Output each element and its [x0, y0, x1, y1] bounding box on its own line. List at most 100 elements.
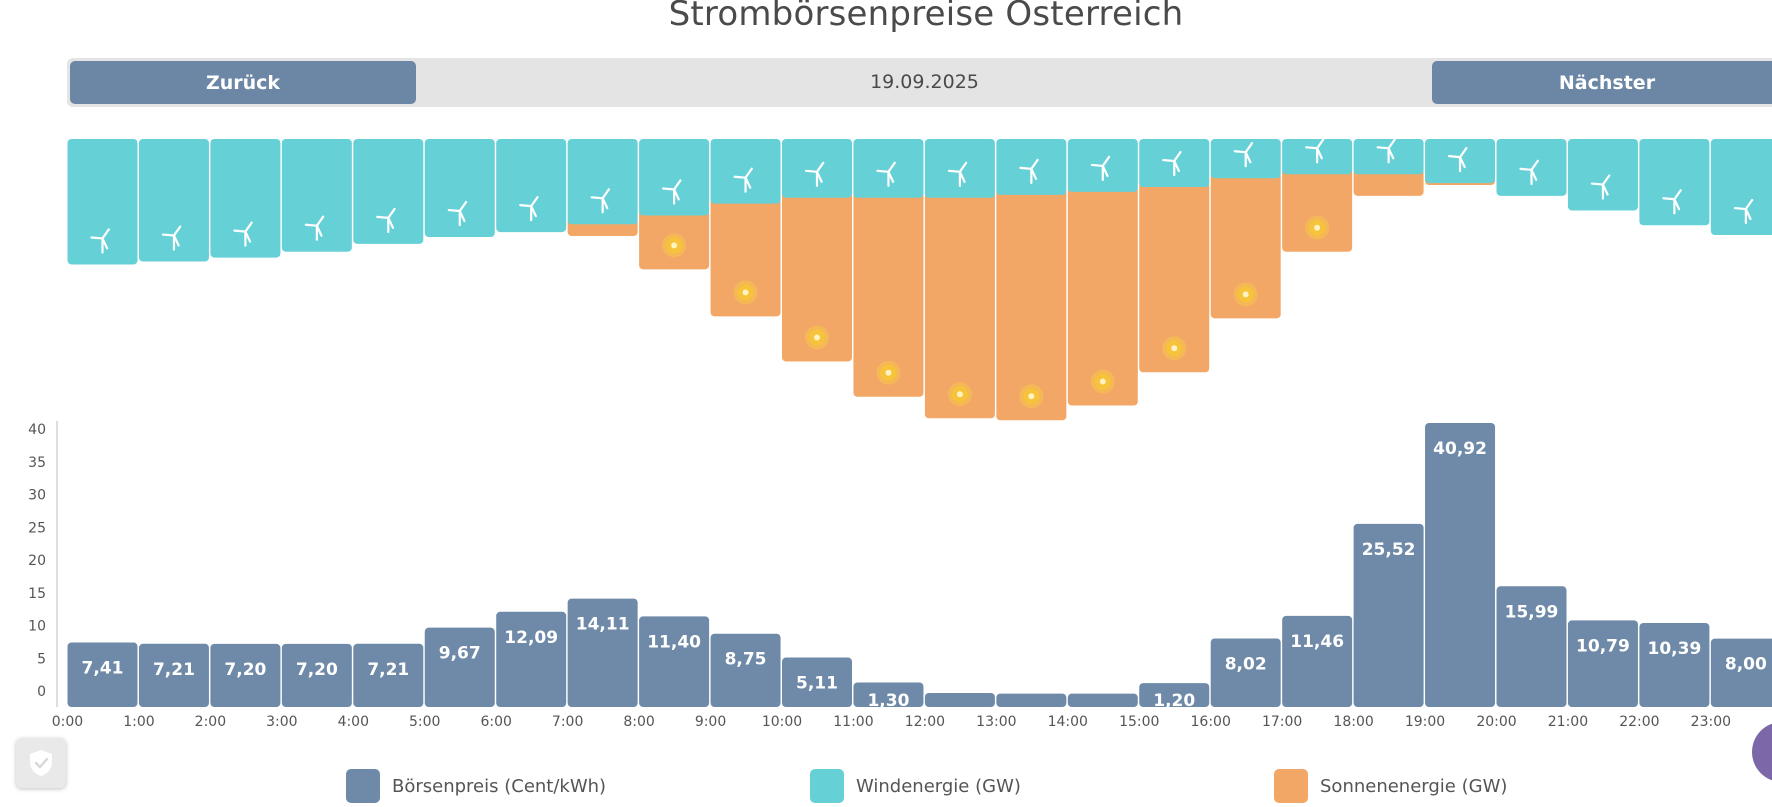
- legend-swatch-price: [346, 769, 380, 803]
- wind-turbine-icon: [447, 200, 468, 227]
- energy-price-chart: 0 5 10 15 20 25 30 35 40 7,41 7,21 7,20 7,20 7,21 9,67…: [28, 138, 1772, 730]
- price-bar: [782, 657, 852, 707]
- price-bar: [1496, 586, 1567, 707]
- x-tick-label: 23:00: [1691, 714, 1731, 730]
- price-bar: [1067, 693, 1138, 707]
- price-bars: 7,41 7,21 7,20 7,20 7,21 9,67 12,09 14,11 11,40 8…: [67, 422, 1772, 711]
- wind-turbine-icon: [733, 167, 753, 193]
- wind-turbine-icon: [804, 161, 825, 187]
- wind-turbine-icon: [161, 225, 182, 251]
- y-tick-label: 15: [28, 586, 46, 602]
- price-data-label: 7,20: [224, 660, 266, 680]
- solar-bar: [782, 191, 852, 362]
- wind-bar: [710, 139, 781, 204]
- price-data-label: 25,52: [1362, 540, 1416, 560]
- wind-turbine-icon: [1376, 138, 1397, 164]
- price-bar: [353, 643, 424, 707]
- x-tick-label: 4:00: [338, 714, 369, 730]
- sun-icon: [876, 360, 901, 385]
- y-tick-label: 0: [37, 684, 46, 700]
- wind-turbine-icon: [1162, 150, 1182, 177]
- chart-legend: Börsenpreis (Cent/kWh) Windenergie (GW) …: [0, 768, 1772, 804]
- legend-item-solar: Sonnenenergie (GW): [1274, 768, 1507, 804]
- price-data-label: 12,09: [504, 628, 558, 648]
- privacy-settings-button[interactable]: [16, 738, 66, 788]
- price-data-label: 8,75: [725, 650, 767, 670]
- back-button[interactable]: Zurück: [70, 61, 416, 104]
- legend-swatch-wind: [810, 769, 844, 803]
- wind-bar: [1639, 139, 1710, 226]
- price-data-label: 10,79: [1576, 636, 1630, 656]
- wind-turbine-icon: [1019, 158, 1039, 184]
- solar-bar: [1353, 168, 1424, 196]
- wind-turbine-icon: [590, 188, 611, 214]
- x-tick-label: 3:00: [266, 714, 297, 730]
- wind-bar: [353, 139, 424, 244]
- wind-turbine-icon: [304, 215, 325, 241]
- wind-bar: [424, 139, 495, 237]
- next-button[interactable]: Nächster: [1432, 61, 1772, 104]
- wind-turbine-icon: [947, 161, 968, 187]
- wind-turbine-icon: [1305, 138, 1325, 164]
- date-navigation: 19.09.2025 Zurück Nächster: [67, 58, 1772, 107]
- price-bar: [1353, 523, 1424, 707]
- x-tick-label: 15:00: [1119, 714, 1159, 730]
- wind-bar: [853, 139, 924, 198]
- price-data-label: 7,21: [367, 660, 409, 680]
- x-tick-label: 11:00: [833, 714, 873, 730]
- wind-bar: [67, 139, 138, 265]
- y-tick-label: 35: [28, 455, 46, 471]
- price-bar: [1639, 622, 1710, 707]
- price-data-label: 11,40: [647, 632, 701, 652]
- wind-bar: [782, 139, 852, 198]
- solar-bar: [924, 191, 995, 419]
- x-tick-label: 14:00: [1048, 714, 1088, 730]
- price-data-label: 1,30: [867, 691, 909, 711]
- sun-icon: [947, 382, 972, 407]
- wind-turbine-icon: [1519, 159, 1539, 185]
- x-axis: 0:00 1:00 2:00 3:00 4:00 5:00 6:00 7:00 8:00 9:00…: [52, 714, 1731, 730]
- wind-turbine-icon: [1662, 189, 1682, 215]
- chat-button[interactable]: [1752, 722, 1772, 782]
- legend-item-wind: Windenergie (GW): [810, 768, 1021, 804]
- wind-turbine-icon: [662, 179, 682, 205]
- price-data-label: 40,92: [1433, 439, 1487, 459]
- current-date: 19.09.2025: [870, 71, 979, 93]
- price-bar: [1210, 638, 1281, 707]
- x-tick-label: 19:00: [1405, 714, 1445, 730]
- price-bar: [1567, 620, 1638, 707]
- wind-turbine-icon: [1090, 155, 1111, 182]
- sun-icon: [1233, 282, 1258, 307]
- y-tick-label: 25: [28, 520, 46, 536]
- price-data-label: 7,41: [82, 658, 124, 678]
- price-data-label: 14,11: [576, 615, 630, 635]
- solar-bar: [1139, 181, 1210, 373]
- legend-swatch-solar: [1274, 769, 1308, 803]
- price-bar: [639, 616, 710, 707]
- legend-label-price: Börsenpreis (Cent/kWh): [392, 775, 607, 797]
- price-data-label: 10,39: [1648, 639, 1702, 659]
- sun-icon: [733, 280, 758, 305]
- price-bar: [281, 643, 352, 707]
- x-tick-label: 21:00: [1548, 714, 1588, 730]
- y-tick-label: 20: [28, 553, 46, 569]
- sun-icon: [1090, 369, 1115, 394]
- wind-turbine-icon: [519, 195, 539, 222]
- shield-check-icon: [30, 750, 52, 776]
- sun-icon: [662, 233, 687, 258]
- wind-turbine-icon: [876, 161, 896, 187]
- solar-bar: [710, 197, 781, 317]
- wind-bar: [138, 139, 209, 262]
- price-data-label: 15,99: [1505, 602, 1559, 622]
- x-tick-label: 20:00: [1476, 714, 1516, 730]
- sun-icon: [1019, 384, 1044, 409]
- x-tick-label: 2:00: [195, 714, 226, 730]
- x-tick-label: 16:00: [1191, 714, 1231, 730]
- x-tick-label: 13:00: [976, 714, 1016, 730]
- wind-turbine-icon: [1733, 198, 1754, 225]
- wind-turbine-icon: [233, 221, 253, 247]
- solar-bar: [996, 188, 1067, 421]
- price-bar: [496, 611, 567, 707]
- wind-bar: [996, 139, 1067, 195]
- price-bar: [996, 693, 1067, 707]
